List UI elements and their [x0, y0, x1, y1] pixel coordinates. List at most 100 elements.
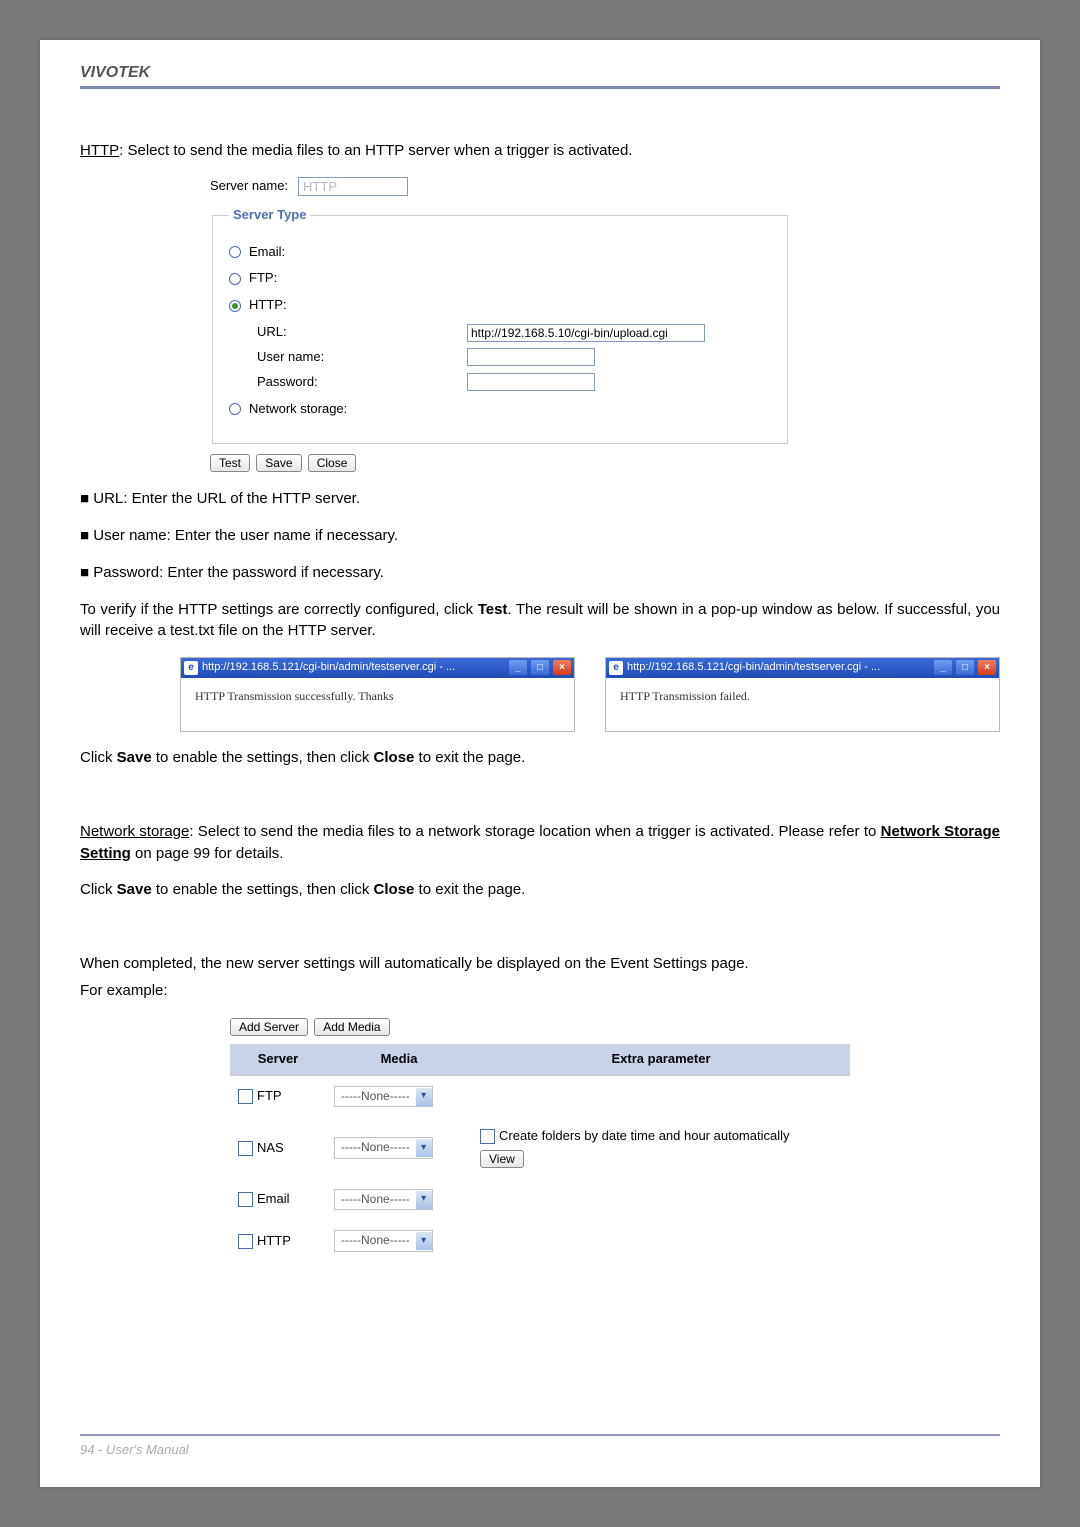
verify-b: Test	[478, 601, 508, 618]
sel-text: -----None-----	[335, 1087, 416, 1106]
checkbox-create-folders[interactable]	[480, 1129, 495, 1144]
sel-text: -----None-----	[335, 1138, 416, 1157]
minimize-icon: _	[934, 660, 952, 675]
media-select-ftp[interactable]: -----None-----▾	[334, 1086, 433, 1107]
server-config: Server name: Server Type Email: FTP: HTT…	[210, 177, 790, 444]
event-table: Server Media Extra parameter FTP -----No…	[230, 1044, 850, 1262]
username-input[interactable]	[467, 348, 595, 366]
password-input[interactable]	[467, 373, 595, 391]
bullet-user-text: User name: Enter the user name if necess…	[93, 527, 398, 544]
maximize-icon: □	[531, 660, 549, 675]
sl2-d: Close	[374, 881, 415, 898]
row-nas: NAS	[257, 1140, 284, 1155]
col-server: Server	[230, 1044, 326, 1075]
brand: VIVOTEK	[80, 64, 1000, 82]
table-row: NAS -----None-----▾ Create folders by da…	[230, 1117, 850, 1179]
bullet-pass: ■ Password: Enter the password if necess…	[80, 562, 1000, 584]
option-ftp: FTP:	[249, 269, 277, 288]
maximize-icon: □	[956, 660, 974, 675]
row-email: Email	[257, 1191, 290, 1206]
ie-icon: e	[184, 661, 198, 675]
table-row: Email -----None-----▾	[230, 1179, 850, 1220]
media-select-http[interactable]: -----None-----▾	[334, 1230, 433, 1251]
bullet-url: ■ URL: Enter the URL of the HTTP server.	[80, 488, 1000, 510]
row-ftp: FTP	[257, 1088, 282, 1103]
nas-create-label: Create folders by date time and hour aut…	[499, 1128, 790, 1143]
popup-examples: e http://192.168.5.121/cgi-bin/admin/tes…	[180, 657, 1000, 732]
sl2-b: Save	[117, 881, 152, 898]
table-row: FTP -----None-----▾	[230, 1075, 850, 1117]
netstor-paragraph: Network storage: Select to send the medi…	[80, 821, 1000, 865]
server-type-legend: Server Type	[229, 206, 310, 225]
sel-text: -----None-----	[335, 1231, 416, 1250]
sl-b: Save	[117, 749, 152, 766]
col-extra: Extra parameter	[472, 1044, 850, 1075]
event-settings: Add Server Add Media Server Media Extra …	[230, 1016, 850, 1261]
netstor-after: on page 99 for details.	[131, 845, 284, 862]
checkbox-email[interactable]	[238, 1192, 253, 1207]
server-name-label: Server name:	[210, 177, 288, 196]
close-icon: ×	[553, 660, 571, 675]
option-netstor: Network storage:	[249, 400, 347, 419]
netstor-label: Network storage	[80, 823, 189, 840]
save-line-1: Click Save to enable the settings, then …	[80, 747, 1000, 769]
media-select-nas[interactable]: -----None-----▾	[334, 1137, 433, 1158]
chevron-down-icon: ▾	[416, 1139, 432, 1157]
http-intro: HTTP: Select to send the media files to …	[80, 140, 1000, 162]
popup-success-body: HTTP Transmission successfully. Thanks	[181, 678, 574, 731]
footer-rule	[80, 1434, 1000, 1436]
option-email: Email:	[249, 243, 285, 262]
ie-icon: e	[609, 661, 623, 675]
bullet-url-text: URL: Enter the URL of the HTTP server.	[93, 490, 360, 507]
chevron-down-icon: ▾	[416, 1232, 432, 1250]
sl2-e: to exit the page.	[414, 881, 525, 898]
server-type-fieldset: Server Type Email: FTP: HTTP: URL:	[212, 206, 788, 444]
add-server-button[interactable]: Add Server	[230, 1018, 308, 1036]
username-label: User name:	[257, 348, 337, 367]
save-button[interactable]: Save	[256, 454, 301, 472]
checkbox-ftp[interactable]	[238, 1089, 253, 1104]
popup-success: e http://192.168.5.121/cgi-bin/admin/tes…	[180, 657, 575, 732]
footer-text: 94 - User's Manual	[80, 1442, 1000, 1457]
checkbox-http[interactable]	[238, 1234, 253, 1249]
netstor-text: : Select to send the media files to a ne…	[189, 823, 880, 840]
popup-success-title: http://192.168.5.121/cgi-bin/admin/tests…	[202, 660, 505, 676]
chevron-down-icon: ▾	[416, 1088, 432, 1106]
radio-http[interactable]	[229, 300, 241, 312]
completed-2: For example:	[80, 980, 1000, 1002]
sl-e: to exit the page.	[414, 749, 525, 766]
verify-a: To verify if the HTTP settings are corre…	[80, 601, 478, 618]
popup-failed-body: HTTP Transmission failed.	[606, 678, 999, 731]
bullet-pass-text: Password: Enter the password if necessar…	[93, 564, 384, 581]
checkbox-nas[interactable]	[238, 1141, 253, 1156]
server-name-input[interactable]	[298, 177, 408, 196]
sl-a: Click	[80, 749, 117, 766]
radio-netstor[interactable]	[229, 403, 241, 415]
close-icon: ×	[978, 660, 996, 675]
col-media: Media	[326, 1044, 472, 1075]
verify-paragraph: To verify if the HTTP settings are corre…	[80, 599, 1000, 643]
sl2-a: Click	[80, 881, 117, 898]
radio-email[interactable]	[229, 246, 241, 258]
sl-c: to enable the settings, then click	[152, 749, 374, 766]
sl-d: Close	[374, 749, 415, 766]
table-row: HTTP -----None-----▾	[230, 1220, 850, 1261]
url-input[interactable]	[467, 324, 705, 342]
header-rule	[80, 86, 1000, 89]
radio-ftp[interactable]	[229, 273, 241, 285]
completed-1: When completed, the new server settings …	[80, 953, 1000, 975]
option-http: HTTP:	[249, 296, 287, 315]
close-button[interactable]: Close	[308, 454, 357, 472]
test-button[interactable]: Test	[210, 454, 250, 472]
popup-failed-title: http://192.168.5.121/cgi-bin/admin/tests…	[627, 660, 930, 676]
http-intro-text: : Select to send the media files to an H…	[119, 142, 632, 159]
media-select-email[interactable]: -----None-----▾	[334, 1189, 433, 1210]
save-line-2: Click Save to enable the settings, then …	[80, 879, 1000, 901]
chevron-down-icon: ▾	[416, 1191, 432, 1209]
bullet-user: ■ User name: Enter the user name if nece…	[80, 525, 1000, 547]
popup-failed: e http://192.168.5.121/cgi-bin/admin/tes…	[605, 657, 1000, 732]
http-label: HTTP	[80, 142, 119, 159]
view-button[interactable]: View	[480, 1150, 524, 1168]
add-media-button[interactable]: Add Media	[314, 1018, 389, 1036]
url-label: URL:	[257, 323, 337, 342]
